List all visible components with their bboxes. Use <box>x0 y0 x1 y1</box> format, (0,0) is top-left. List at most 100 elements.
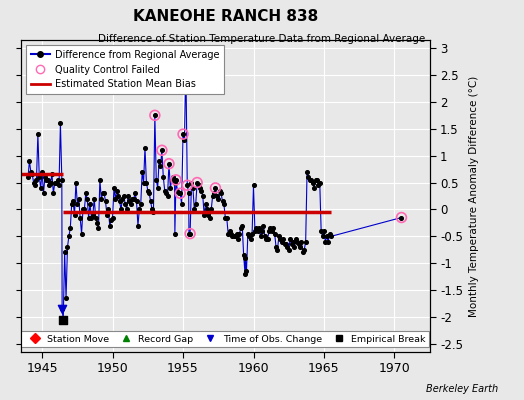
Point <box>275 233 283 240</box>
Point <box>183 182 191 188</box>
Point <box>41 174 49 180</box>
Point <box>192 201 200 207</box>
Point <box>237 225 245 232</box>
Point <box>76 214 84 221</box>
Point <box>299 249 307 256</box>
Point <box>108 214 117 221</box>
Point <box>255 225 264 232</box>
Point <box>194 182 203 188</box>
Point <box>207 206 215 213</box>
Point <box>268 228 276 234</box>
Point <box>66 225 74 232</box>
Point <box>84 214 93 221</box>
Point <box>80 206 89 213</box>
Point <box>100 190 108 196</box>
Point <box>94 225 103 232</box>
Point <box>204 212 213 218</box>
Point <box>319 233 327 240</box>
Point <box>323 233 331 240</box>
Point <box>297 238 305 245</box>
Point <box>103 212 111 218</box>
Point <box>187 179 195 186</box>
Point <box>69 198 78 204</box>
Point <box>223 214 231 221</box>
Point <box>259 222 268 229</box>
Point <box>179 131 187 137</box>
Point <box>178 201 186 207</box>
Point <box>107 217 115 224</box>
Point <box>25 158 34 164</box>
Point <box>145 190 154 196</box>
Point <box>39 190 48 196</box>
Point <box>171 230 179 237</box>
Point <box>169 174 177 180</box>
Point <box>146 198 155 204</box>
Point <box>397 214 406 221</box>
Point <box>49 190 58 196</box>
Point <box>197 188 205 194</box>
Point <box>159 174 168 180</box>
Point <box>92 214 100 221</box>
Point <box>165 160 173 167</box>
Point <box>293 238 301 245</box>
Point <box>215 188 224 194</box>
Point <box>220 201 228 207</box>
Point <box>35 174 43 180</box>
Point <box>254 228 262 234</box>
Point <box>151 112 159 118</box>
Point <box>151 112 159 118</box>
Point <box>138 168 146 175</box>
Point <box>283 244 291 250</box>
Point <box>176 190 184 196</box>
Point <box>119 193 128 199</box>
Point <box>158 147 166 154</box>
Point <box>301 238 310 245</box>
Point <box>82 190 90 196</box>
Point <box>163 193 172 199</box>
Point <box>231 233 239 240</box>
Point <box>97 196 105 202</box>
Point <box>172 177 180 183</box>
Y-axis label: Monthly Temperature Anomaly Difference (°C): Monthly Temperature Anomaly Difference (… <box>468 75 478 317</box>
Text: Berkeley Earth: Berkeley Earth <box>425 384 498 394</box>
Point <box>110 185 118 191</box>
Point <box>173 188 182 194</box>
Point <box>235 230 244 237</box>
Point <box>93 220 101 226</box>
Point <box>300 246 309 253</box>
Point <box>101 198 110 204</box>
Point <box>124 193 132 199</box>
Point <box>248 230 256 237</box>
Point <box>123 206 131 213</box>
Point <box>313 177 321 183</box>
Point <box>264 236 272 242</box>
Point <box>29 179 38 186</box>
Point <box>113 188 121 194</box>
Point <box>70 212 79 218</box>
Point <box>133 198 141 204</box>
Point <box>62 295 70 302</box>
Point <box>228 233 236 240</box>
Point <box>200 212 209 218</box>
Point <box>99 190 107 196</box>
Point <box>28 171 37 178</box>
Point <box>158 147 166 154</box>
Point <box>325 230 334 237</box>
Point <box>285 246 293 253</box>
Point <box>45 182 53 188</box>
Point <box>172 177 180 183</box>
Point <box>129 196 138 202</box>
Point <box>219 198 227 204</box>
Point <box>305 177 314 183</box>
Point <box>86 201 94 207</box>
Point <box>179 131 187 137</box>
Point <box>148 206 156 213</box>
Point <box>51 179 59 186</box>
Point <box>193 179 201 186</box>
Point <box>309 179 317 186</box>
Point <box>210 190 218 196</box>
Point <box>193 179 201 186</box>
Point <box>296 244 304 250</box>
Point <box>205 214 214 221</box>
Text: Difference of Station Temperature Data from Regional Average: Difference of Station Temperature Data f… <box>99 34 425 44</box>
